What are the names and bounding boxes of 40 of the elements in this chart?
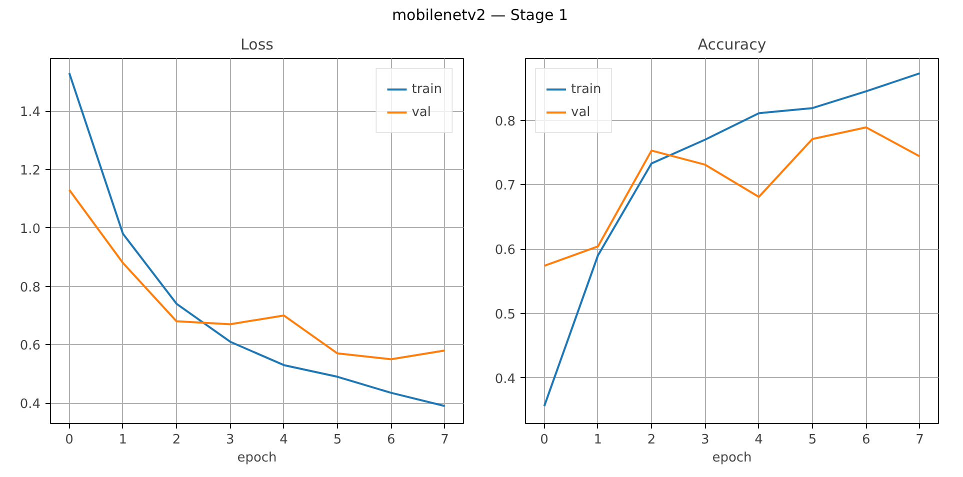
chart-title: Accuracy [698, 36, 766, 54]
y-tick-label: 0.4 [20, 397, 41, 412]
y-tick-label: 1.0 [20, 222, 41, 237]
text: mobilenetv2 — Stage 1 [392, 5, 568, 26]
x-tick-label: 1 [118, 432, 128, 448]
y-tick-label: 0.5 [494, 307, 516, 322]
line-series [68, 72, 446, 407]
x-axis-title: epoch [712, 450, 752, 466]
x-tick-label: 4 [754, 432, 763, 448]
y-tick-label: 0.6 [494, 243, 516, 258]
legend-label: train [412, 82, 442, 96]
x-tick-label: 5 [808, 432, 817, 448]
x-tick-label: 6 [386, 432, 396, 448]
x-tick-label: 0 [540, 432, 548, 448]
y-tick-label: 0.4 [494, 372, 516, 387]
x-tick-label: 2 [647, 432, 656, 448]
x-tick-label: 4 [280, 432, 288, 448]
x-tick-label: 6 [862, 432, 870, 448]
x-tick-label: 3 [226, 432, 234, 448]
x-tick-label: 7 [916, 432, 924, 448]
y-tick-label: 0.8 [20, 280, 41, 296]
x-tick-label: 2 [172, 432, 181, 448]
x-tick-label: 0 [65, 432, 74, 448]
chart-title: Loss [240, 36, 274, 54]
x-tick-label: 5 [333, 432, 342, 448]
y-tick-label: 1.2 [20, 163, 41, 178]
y-tick-label: 1.4 [20, 105, 41, 120]
x-tick-label: 1 [594, 432, 602, 448]
line-series [543, 126, 921, 267]
x-tick-label: 3 [701, 432, 710, 448]
legend-label: val [412, 104, 432, 120]
x-axis-title: epoch [237, 450, 277, 466]
y-tick-label: 0.7 [494, 178, 516, 194]
x-tick-label: 7 [440, 432, 449, 448]
y-tick-label: 0.6 [20, 338, 41, 354]
y-tick-label: 0.8 [494, 114, 516, 130]
legend-label: val [571, 104, 591, 120]
line-series [68, 188, 446, 360]
line-series [543, 72, 921, 408]
legend-label: train [571, 82, 602, 96]
